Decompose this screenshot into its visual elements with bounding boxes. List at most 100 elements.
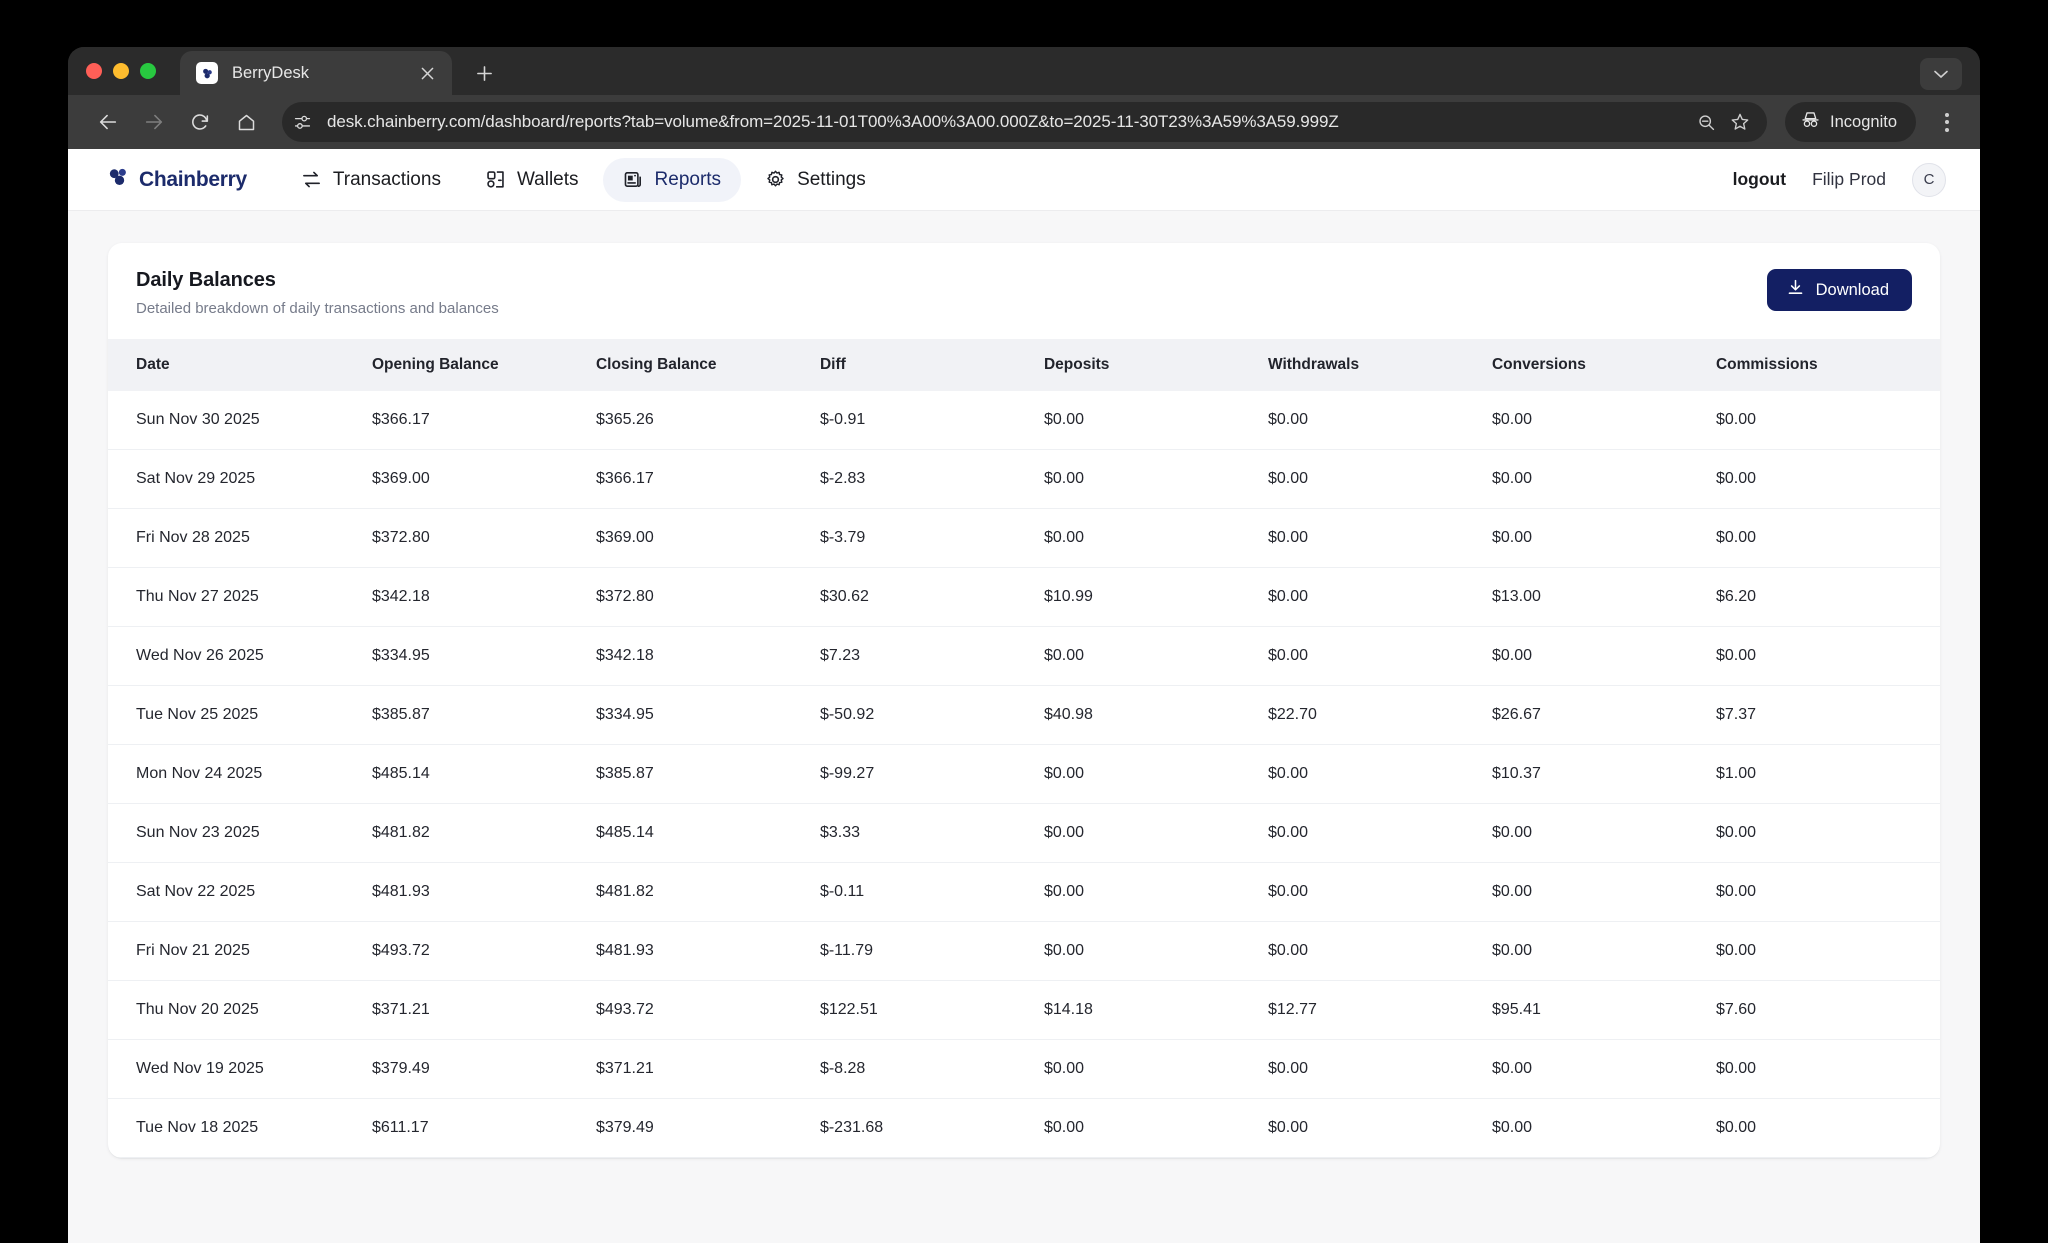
cell-withdrawals: $0.00 [1267, 626, 1492, 686]
table-row[interactable]: Wed Nov 19 2025 $379.49 $371.21 $-8.28 $0.00… [108, 1039, 1940, 1099]
cell-withdrawals: $0.00 [1267, 391, 1492, 450]
cell-conversions: $0.00 [1491, 921, 1716, 981]
chevron-down-icon[interactable] [1920, 58, 1962, 90]
cell-commissions: $7.60 [1715, 980, 1940, 1040]
cell-conversions: $0.00 [1491, 803, 1716, 863]
cell-date: Sun Nov 30 2025 [108, 391, 372, 450]
close-icon[interactable] [416, 62, 438, 84]
table-row[interactable]: Fri Nov 21 2025 $493.72 $481.93 $-11.79 $0.0… [108, 921, 1940, 981]
cell-deposits: $0.00 [1043, 744, 1268, 804]
cell-withdrawals: $0.00 [1267, 921, 1492, 981]
reports-icon [623, 169, 644, 190]
column-header-commissions[interactable]: Commissions [1715, 339, 1940, 391]
table-row[interactable]: Tue Nov 18 2025 $611.17 $379.49 $-231.68 $0.… [108, 1098, 1940, 1158]
cell-deposits: $10.99 [1043, 567, 1268, 627]
brand-name: Chainberry [139, 167, 247, 191]
nav-item-reports[interactable]: Reports [602, 157, 742, 202]
plus-icon[interactable] [466, 55, 502, 91]
cell-diff: $3.33 [819, 803, 1044, 863]
cell-closing-balance: $366.17 [595, 449, 820, 509]
cell-deposits: $0.00 [1043, 1098, 1268, 1158]
brand-logo[interactable]: Chainberry [108, 167, 247, 193]
cell-opening-balance: $481.82 [371, 803, 596, 863]
nav-right-cluster: logout Filip Prod C [1732, 162, 1946, 197]
cell-deposits: $0.00 [1043, 803, 1268, 863]
cell-date: Wed Nov 19 2025 [108, 1039, 372, 1099]
column-header-diff[interactable]: Diff [819, 339, 1044, 391]
cell-diff: $7.23 [819, 626, 1044, 686]
nav-item-wallets[interactable]: Wallets [465, 158, 599, 202]
nav-item-label: Transactions [332, 168, 441, 190]
table-row[interactable]: Sat Nov 29 2025 $369.00 $366.17 $-2.83 $0.00… [108, 449, 1940, 509]
close-window-button[interactable] [86, 63, 102, 79]
table-row[interactable]: Wed Nov 26 2025 $334.95 $342.18 $7.23 $0.00 $… [108, 626, 1940, 686]
arrow-left-icon[interactable] [88, 102, 128, 142]
column-header-withdrawals[interactable]: Withdrawals [1267, 339, 1492, 391]
nav-item-label: Wallets [516, 168, 579, 190]
table-row[interactable]: Thu Nov 27 2025 $342.18 $372.80 $30.62 $10.9… [108, 567, 1940, 627]
home-icon[interactable] [226, 102, 266, 142]
avatar[interactable]: C [1912, 162, 1946, 197]
column-header-date[interactable]: Date [108, 339, 372, 391]
reload-icon[interactable] [180, 102, 220, 142]
column-header-conversions[interactable]: Conversions [1491, 339, 1716, 391]
cell-diff: $-50.92 [819, 685, 1044, 745]
three-dots-vertical-icon[interactable] [1930, 102, 1964, 142]
nav-item-transactions[interactable]: Transactions [281, 158, 461, 202]
logout-button[interactable]: logout [1732, 169, 1787, 189]
cell-closing-balance: $342.18 [595, 626, 820, 686]
download-button[interactable]: Download [1766, 269, 1912, 311]
cell-opening-balance: $371.21 [371, 980, 596, 1040]
cell-withdrawals: $0.00 [1267, 803, 1492, 863]
nav-item-settings[interactable]: Settings [745, 158, 886, 202]
table-row[interactable]: Tue Nov 25 2025 $385.87 $334.95 $-50.92 $40.… [108, 685, 1940, 745]
cell-conversions: $0.00 [1491, 449, 1716, 509]
star-icon[interactable] [1723, 105, 1757, 139]
cell-withdrawals: $0.00 [1267, 862, 1492, 922]
cell-withdrawals: $0.00 [1267, 567, 1492, 627]
column-header-deposits[interactable]: Deposits [1043, 339, 1268, 391]
column-header-closing-balance[interactable]: Closing Balance [595, 339, 820, 391]
cell-conversions: $0.00 [1491, 862, 1716, 922]
table-row[interactable]: Sat Nov 22 2025 $481.93 $481.82 $-0.11 $0.00… [108, 862, 1940, 922]
cell-withdrawals: $0.00 [1267, 744, 1492, 804]
cell-conversions: $26.67 [1491, 685, 1716, 745]
cell-closing-balance: $493.72 [595, 980, 820, 1040]
cell-opening-balance: $379.49 [371, 1039, 596, 1099]
gear-icon [765, 169, 786, 190]
nav-item-label: Settings [797, 168, 866, 190]
cell-withdrawals: $0.00 [1267, 1098, 1492, 1158]
column-header-opening-balance[interactable]: Opening Balance [371, 339, 596, 391]
cell-conversions: $0.00 [1491, 626, 1716, 686]
table-row[interactable]: Thu Nov 20 2025 $371.21 $493.72 $122.51 $14.… [108, 980, 1940, 1040]
cell-closing-balance: $379.49 [595, 1098, 820, 1158]
table-row[interactable]: Sun Nov 23 2025 $481.82 $485.14 $3.33 $0.00 $… [108, 803, 1940, 863]
primary-nav: Transactions Wallets [281, 157, 886, 202]
browser-tab[interactable]: BerryDesk [180, 51, 452, 95]
arrow-right-icon[interactable] [134, 102, 174, 142]
table-row[interactable]: Sun Nov 30 2025 $366.17 $365.26 $-0.91 $0.00… [108, 391, 1940, 450]
download-button-label: Download [1815, 280, 1889, 299]
maximize-window-button[interactable] [140, 63, 156, 79]
table-row[interactable]: Fri Nov 28 2025 $372.80 $369.00 $-3.79 $0.00… [108, 508, 1940, 568]
incognito-indicator[interactable]: Incognito [1785, 102, 1916, 142]
url-text[interactable]: desk.chainberry.com/dashboard/reports?ta… [327, 112, 1339, 131]
cell-commissions: $6.20 [1715, 567, 1940, 627]
cell-deposits: $0.00 [1043, 449, 1268, 509]
cell-conversions: $0.00 [1491, 1098, 1716, 1158]
tune-icon[interactable] [283, 103, 321, 141]
minimize-window-button[interactable] [113, 63, 129, 79]
cell-commissions: $7.37 [1715, 685, 1940, 745]
address-bar[interactable]: desk.chainberry.com/dashboard/reports?ta… [282, 102, 1768, 142]
wallet-icon [485, 169, 506, 190]
zoom-out-icon[interactable] [1689, 105, 1723, 139]
cell-commissions: $0.00 [1715, 803, 1940, 863]
cell-deposits: $0.00 [1043, 626, 1268, 686]
cell-date: Tue Nov 18 2025 [108, 1098, 372, 1158]
cell-diff: $-8.28 [819, 1039, 1044, 1099]
table-row[interactable]: Mon Nov 24 2025 $485.14 $385.87 $-99.27 $0.0… [108, 744, 1940, 804]
nav-item-label: Reports [654, 168, 722, 190]
cell-commissions: $0.00 [1715, 1098, 1940, 1158]
cell-closing-balance: $369.00 [595, 508, 820, 568]
cell-conversions: $13.00 [1491, 567, 1716, 627]
